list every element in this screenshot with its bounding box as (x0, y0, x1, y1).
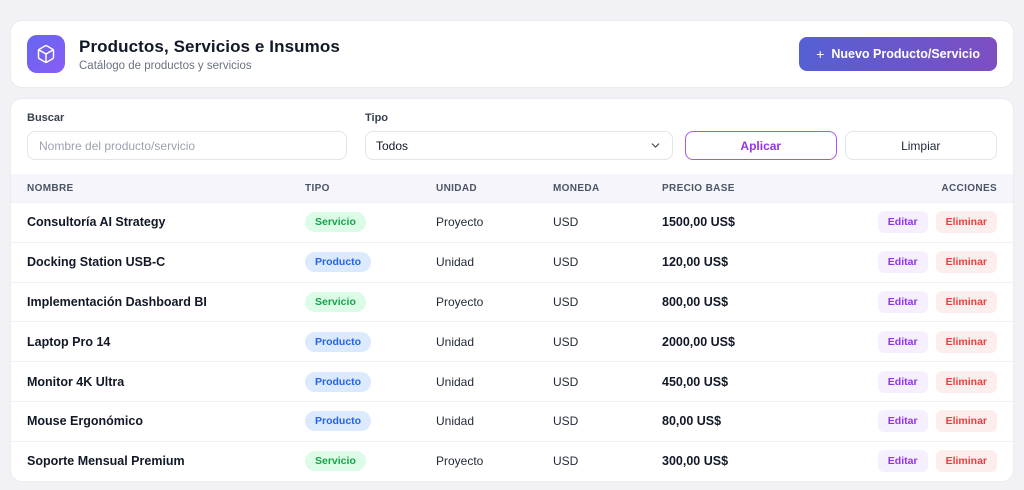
header-titles: Productos, Servicios e Insumos Catálogo … (79, 37, 340, 72)
edit-button[interactable]: Editar (877, 410, 928, 433)
base-price-value: 300,00 US$ (662, 454, 729, 469)
edit-button[interactable]: Editar (877, 330, 928, 353)
currency-value: USD (553, 215, 579, 230)
edit-button[interactable]: Editar (877, 251, 928, 274)
apply-button[interactable]: Aplicar (685, 131, 837, 160)
search-label: Buscar (27, 112, 65, 124)
column-header-nombre: Nombre (27, 182, 74, 194)
delete-button[interactable]: Eliminar (935, 290, 997, 313)
table-row: Mouse Ergonómico Producto Unidad USD 80,… (11, 400, 1013, 441)
type-badge-cell: Servicio (305, 451, 436, 472)
product-name: Soporte Mensual Premium (27, 454, 185, 469)
currency-value: USD (553, 414, 579, 429)
currency-value: USD (553, 294, 579, 309)
type-label: Tipo (365, 112, 389, 124)
plus-icon: + (816, 46, 825, 62)
type-badge: Producto (305, 331, 372, 352)
type-badge: Servicio (305, 212, 366, 233)
page-header: Productos, Servicios e Insumos Catálogo … (10, 20, 1014, 88)
product-name: Mouse Ergonómico (27, 414, 143, 429)
type-badge-cell: Servicio (305, 212, 436, 233)
delete-button[interactable]: Eliminar (935, 410, 997, 433)
type-badge: Producto (305, 411, 372, 432)
type-badge: Servicio (305, 291, 366, 312)
table-row: Laptop Pro 14 Producto Unidad USD 2000,0… (11, 321, 1013, 362)
column-header-moneda: Moneda (553, 182, 600, 194)
column-header-unidad: Unidad (436, 182, 477, 194)
product-name: Consultoría AI Strategy (27, 215, 166, 230)
table-row: Monitor 4K Ultra Producto Unidad USD 450… (11, 361, 1013, 401)
table-row: Consultoría AI Strategy Servicio Proyect… (11, 202, 1013, 242)
type-badge-cell: Producto (305, 411, 436, 432)
row-actions: Editar Eliminar (877, 370, 997, 393)
unit-value: Unidad (436, 374, 475, 389)
unit-value: Proyecto (436, 454, 484, 469)
clear-button[interactable]: Limpiar (844, 131, 997, 160)
product-name: Monitor 4K Ultra (27, 374, 125, 389)
edit-button[interactable]: Editar (877, 450, 928, 473)
delete-button[interactable]: Eliminar (935, 330, 997, 353)
base-price-value: 120,00 US$ (662, 255, 729, 270)
unit-value: Unidad (436, 334, 475, 349)
header-left: Productos, Servicios e Insumos Catálogo … (27, 35, 340, 73)
edit-button[interactable]: Editar (877, 370, 928, 393)
table-body: Consultoría AI Strategy Servicio Proyect… (11, 202, 1013, 481)
type-badge: Servicio (305, 451, 366, 472)
page-subtitle: Catálogo de productos y servicios (79, 59, 252, 72)
type-select[interactable]: Todos (365, 131, 673, 160)
chevron-down-icon (651, 143, 660, 148)
column-header-acciones: Acciones (941, 182, 997, 194)
row-actions: Editar Eliminar (877, 330, 997, 353)
new-product-service-button[interactable]: + Nuevo Producto/Servicio (799, 37, 997, 71)
type-badge: Producto (305, 371, 372, 392)
unit-value: Proyecto (436, 215, 484, 230)
currency-value: USD (553, 374, 579, 389)
base-price-value: 1500,00 US$ (662, 215, 735, 230)
search-group: Buscar (27, 112, 347, 160)
column-header-precio-base: Precio Base (662, 182, 735, 194)
row-actions: Editar Eliminar (877, 290, 997, 313)
delete-button[interactable]: Eliminar (935, 251, 997, 274)
currency-value: USD (553, 255, 579, 270)
type-badge: Producto (305, 252, 372, 273)
product-name: Implementación Dashboard BI (27, 294, 207, 309)
column-header-tipo: Tipo (305, 182, 330, 194)
type-group: Tipo Todos (365, 112, 673, 160)
base-price-value: 450,00 US$ (662, 374, 729, 389)
table-row: Soporte Mensual Premium Servicio Proyect… (11, 440, 1013, 481)
package-icon (27, 35, 65, 73)
catalog-card: Buscar Tipo Todos Aplicar Limpiar Nombre… (10, 98, 1014, 482)
search-input[interactable] (27, 131, 347, 160)
row-actions: Editar Eliminar (877, 410, 997, 433)
type-badge-cell: Producto (305, 371, 436, 392)
delete-button[interactable]: Eliminar (935, 450, 997, 473)
table-row: Docking Station USB-C Producto Unidad US… (11, 241, 1013, 282)
new-button-label: Nuevo Producto/Servicio (831, 47, 980, 61)
table-row: Implementación Dashboard BI Servicio Pro… (11, 281, 1013, 322)
product-name: Docking Station USB-C (27, 255, 166, 270)
base-price-value: 2000,00 US$ (662, 334, 735, 349)
unit-value: Unidad (436, 255, 475, 270)
page-title: Productos, Servicios e Insumos (79, 36, 340, 56)
unit-value: Proyecto (436, 294, 484, 309)
unit-value: Unidad (436, 414, 475, 429)
type-badge-cell: Producto (305, 331, 436, 352)
edit-button[interactable]: Editar (877, 211, 928, 234)
base-price-value: 80,00 US$ (662, 414, 722, 429)
type-select-value: Todos (376, 138, 409, 153)
edit-button[interactable]: Editar (877, 290, 928, 313)
delete-button[interactable]: Eliminar (935, 211, 997, 234)
filter-bar: Buscar Tipo Todos Aplicar Limpiar (11, 99, 1013, 174)
type-badge-cell: Producto (305, 252, 436, 273)
base-price-value: 800,00 US$ (662, 294, 729, 309)
row-actions: Editar Eliminar (877, 211, 997, 234)
product-name: Laptop Pro 14 (27, 334, 111, 349)
currency-value: USD (553, 334, 579, 349)
delete-button[interactable]: Eliminar (935, 370, 997, 393)
row-actions: Editar Eliminar (877, 450, 997, 473)
table-header: Nombre Tipo Unidad Moneda Precio Base Ac… (11, 174, 1013, 202)
type-badge-cell: Servicio (305, 291, 436, 312)
currency-value: USD (553, 454, 579, 469)
row-actions: Editar Eliminar (877, 251, 997, 274)
